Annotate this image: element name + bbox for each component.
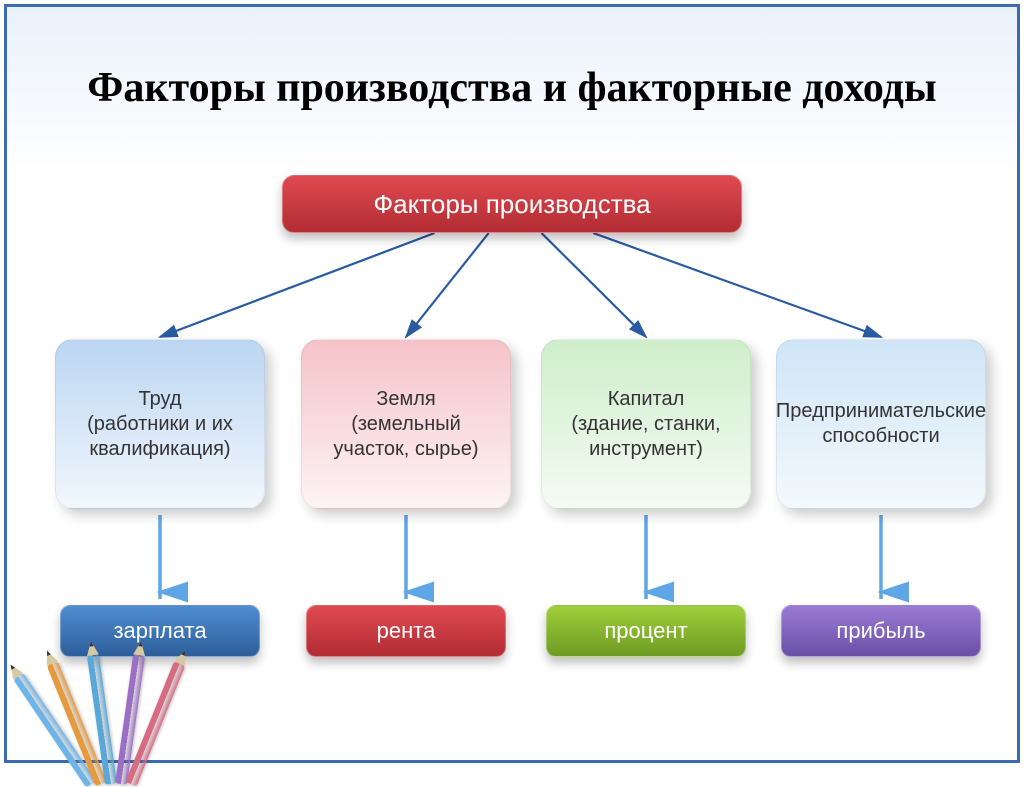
factor-subtitle: (здание, станки, инструмент): [552, 412, 740, 462]
slide-frame: Факторы производства и факторные доходы …: [4, 4, 1020, 763]
factor-node-1: Земля(земельный участок, сырье): [301, 339, 511, 509]
factor-node-3: Предпринимательскиеспособности: [776, 339, 986, 509]
pencils-decoration: [25, 636, 185, 756]
factor-title: Земля: [312, 387, 500, 412]
income-label: процент: [604, 618, 687, 644]
income-node-2: процент: [546, 605, 746, 657]
factor-title: Предпринимательские: [776, 399, 986, 424]
factor-node-0: Труд(работники и их квалификация): [55, 339, 265, 509]
title-area: Факторы производства и факторные доходы: [7, 7, 1017, 169]
root-node-factors: Факторы производства: [282, 175, 742, 233]
factor-title: Капитал: [552, 387, 740, 412]
page-title: Факторы производства и факторные доходы: [87, 64, 936, 112]
income-node-3: прибыль: [781, 605, 981, 657]
factor-subtitle: (работники и их квалификация): [66, 412, 254, 462]
factor-subtitle: (земельный участок, сырье): [312, 412, 500, 462]
income-label: рента: [377, 618, 436, 644]
factor-node-2: Капитал(здание, станки, инструмент): [541, 339, 751, 509]
root-label: Факторы производства: [373, 189, 650, 220]
factor-subtitle: способности: [776, 424, 986, 449]
income-label: прибыль: [836, 618, 925, 644]
diagram-content: Факторы производства Труд(работники и их…: [7, 169, 1017, 760]
factor-title: Труд: [66, 387, 254, 412]
income-node-1: рента: [306, 605, 506, 657]
